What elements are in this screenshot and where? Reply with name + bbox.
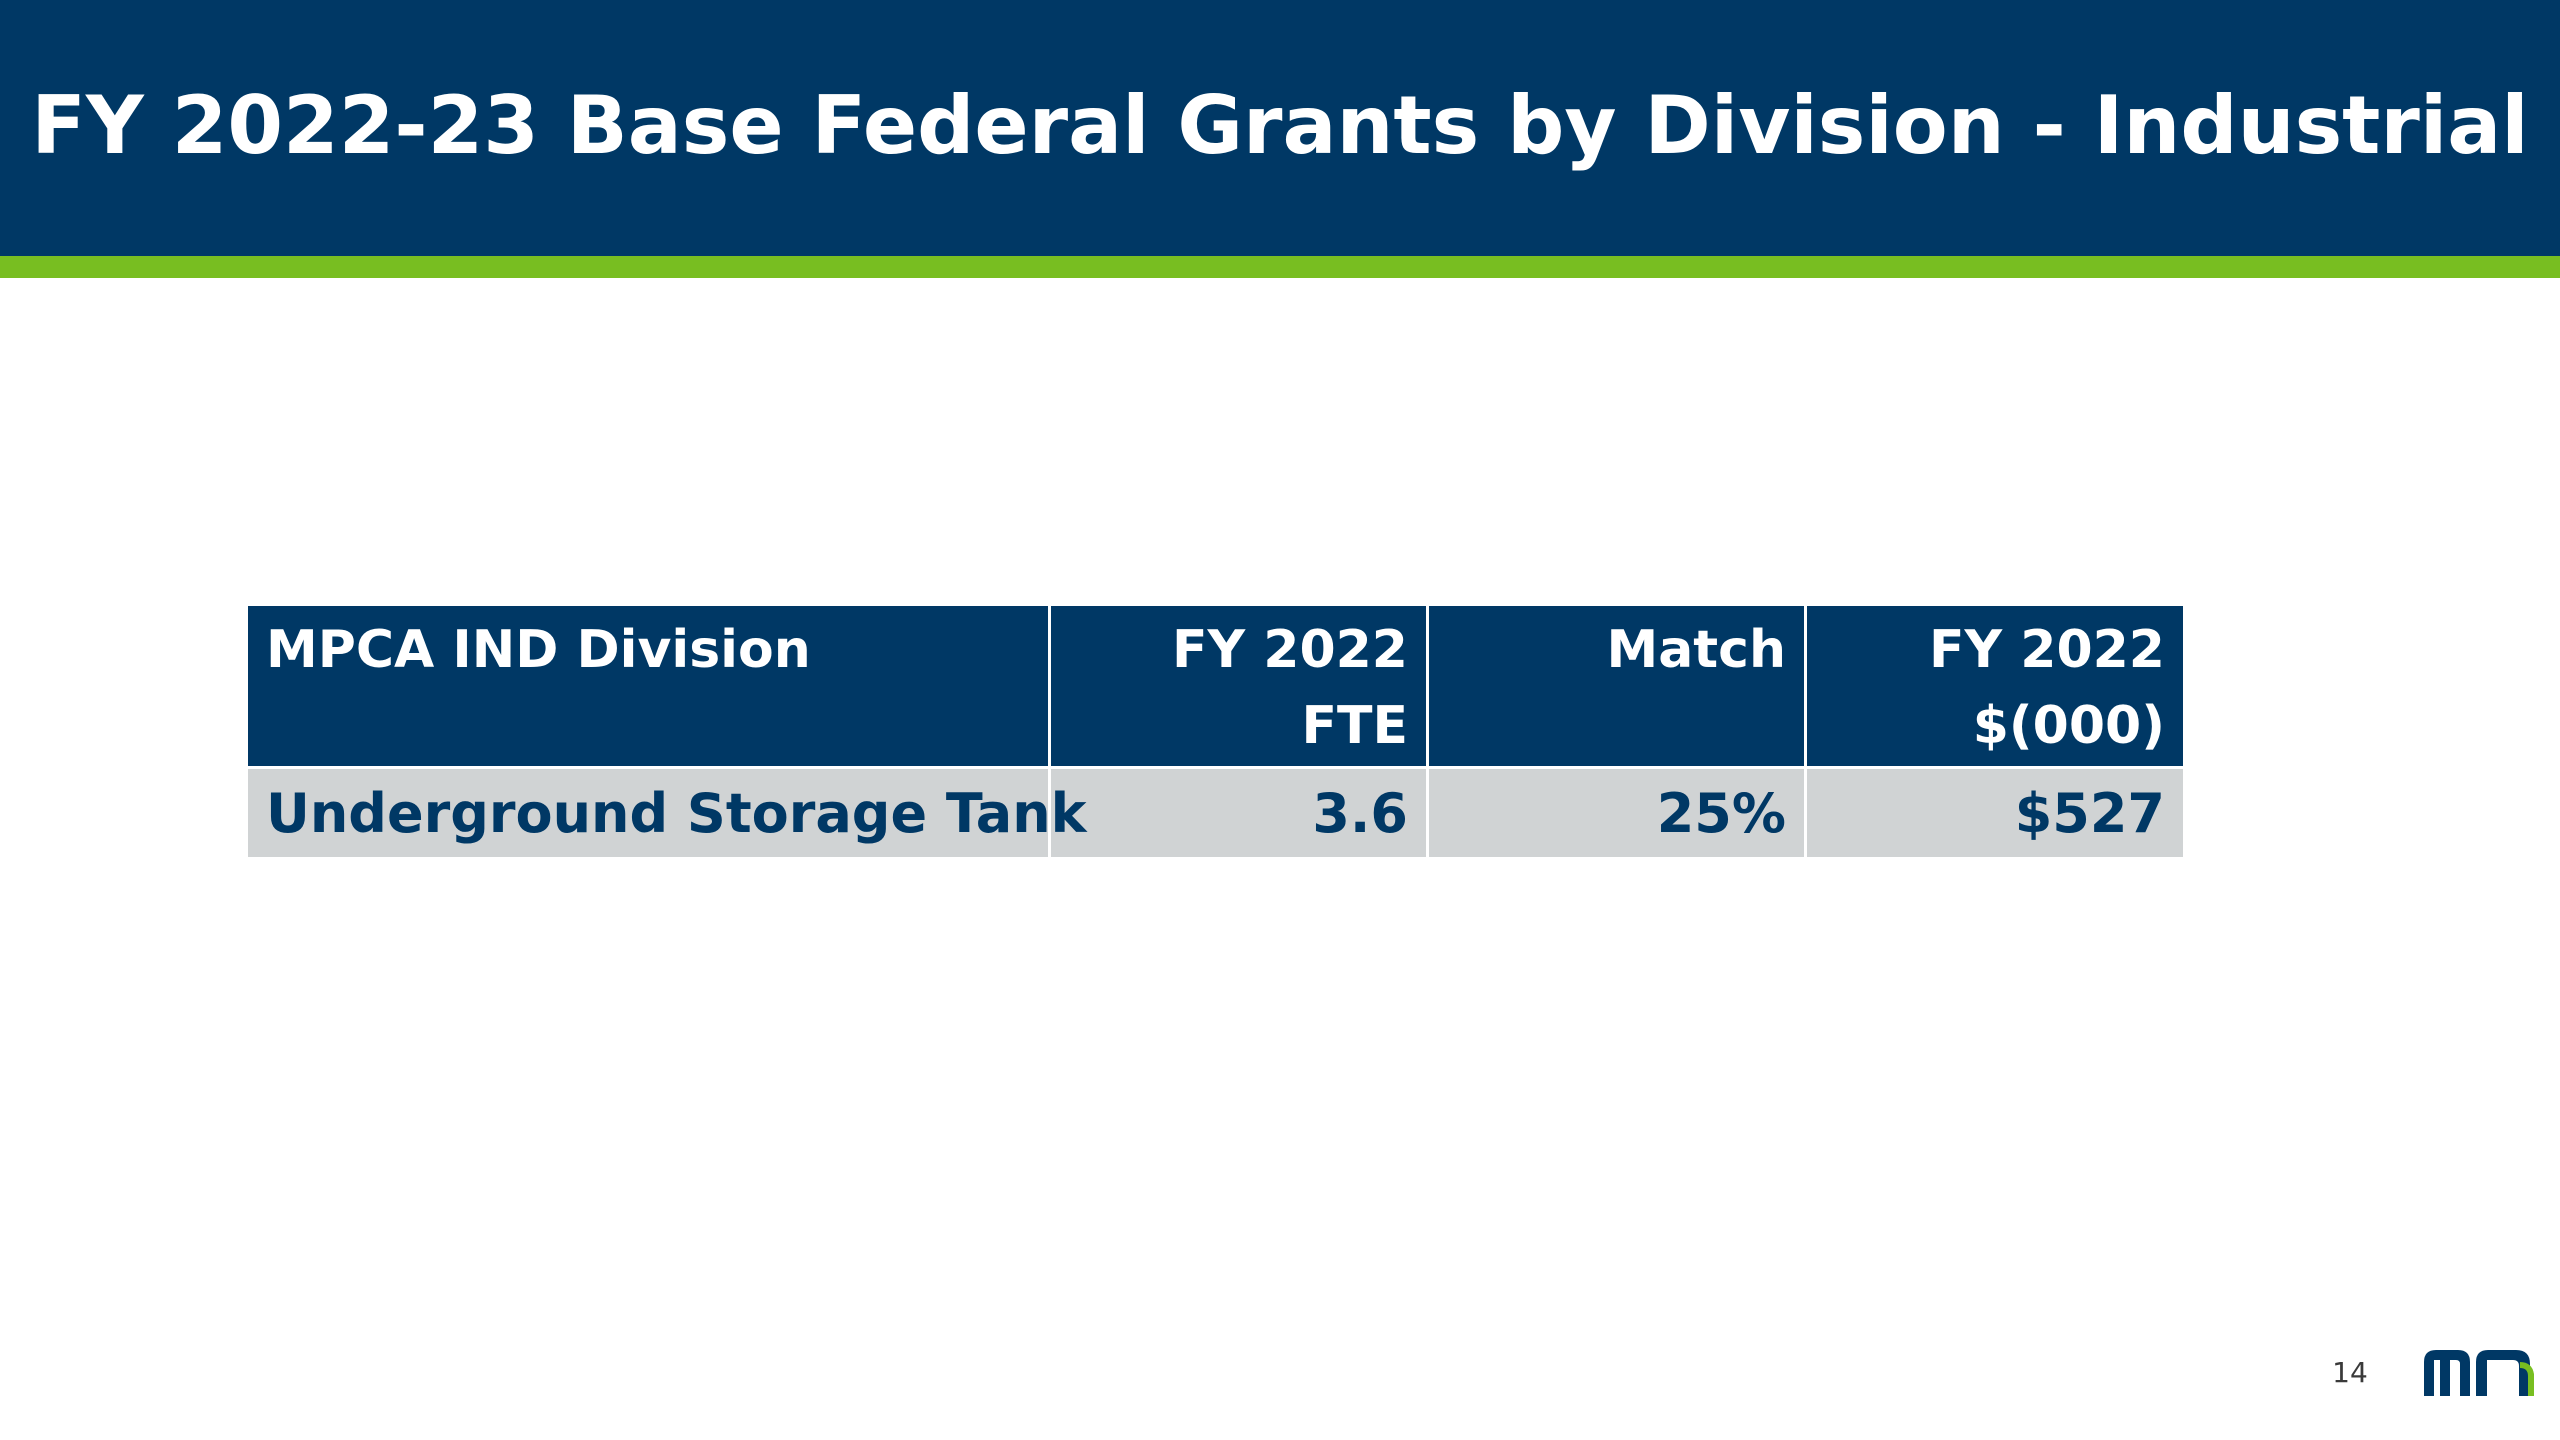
title-bar — [0, 0, 2560, 256]
table-row: Underground Storage Tank 3.6 25% $527 — [248, 769, 2183, 857]
cell-match: 25% — [1429, 769, 1804, 857]
cell-division: Underground Storage Tank — [248, 769, 1087, 857]
slide-title: FY 2022-23 Base Federal Grants by Divisi… — [31, 78, 2529, 172]
cell-fte: 3.6 — [1051, 769, 1426, 857]
mn-state-logo-icon — [2424, 1350, 2534, 1396]
header-amount: FY 2022 $(000) — [1807, 606, 2183, 766]
table-header-row: MPCA IND Division FY 2022 FTE Match FY 2… — [248, 606, 2183, 766]
header-division: MPCA IND Division — [248, 606, 1048, 766]
grants-table: MPCA IND Division FY 2022 FTE Match FY 2… — [245, 603, 2186, 860]
page-number: 14 — [2332, 1356, 2368, 1389]
accent-stripe — [0, 256, 2560, 278]
header-match: Match — [1429, 606, 1804, 766]
cell-amount: $527 — [1807, 769, 2183, 857]
header-fte: FY 2022 FTE — [1051, 606, 1426, 766]
